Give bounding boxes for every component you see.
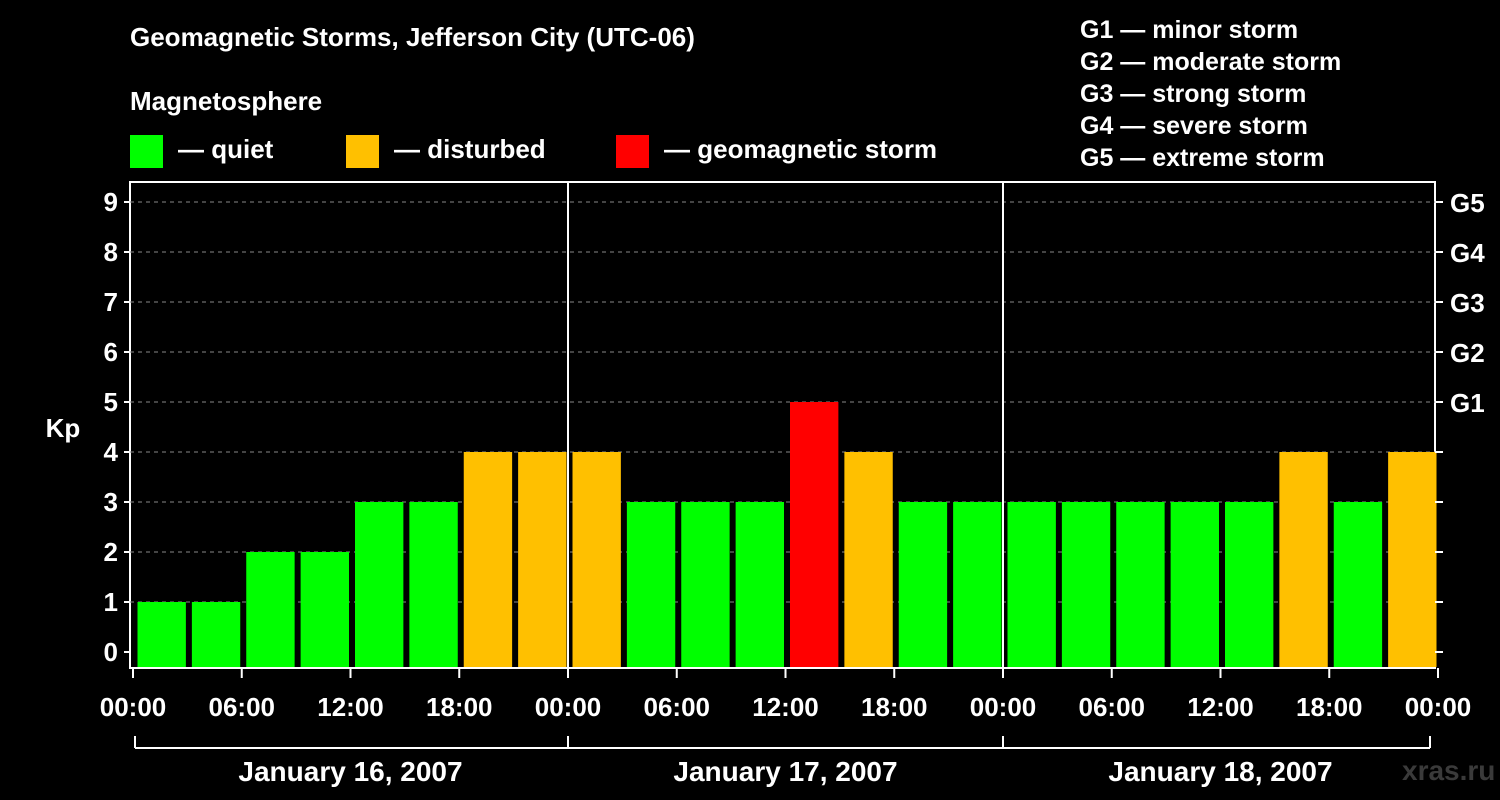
bar (1279, 452, 1328, 667)
x-tick-label: 00:00 (100, 692, 167, 722)
x-tick-label: 12:00 (752, 692, 819, 722)
x-tick-label: 00:00 (535, 692, 602, 722)
day-label: January 18, 2007 (1108, 756, 1332, 787)
bar (898, 502, 948, 667)
bar (409, 502, 458, 667)
y-tick-label: 4 (104, 437, 119, 467)
bar (137, 602, 186, 667)
bar (1388, 452, 1437, 667)
legend-swatch-quiet (130, 135, 163, 168)
x-tick-label: 12:00 (1187, 692, 1254, 722)
y-tick-label: 1 (104, 587, 118, 617)
day-label: January 17, 2007 (673, 756, 897, 787)
bar (1007, 502, 1056, 667)
x-tick-label: 00:00 (1405, 692, 1472, 722)
legend-label-disturbed: — disturbed (394, 134, 546, 164)
bar (572, 452, 621, 667)
bar (463, 452, 513, 667)
legend-label-quiet: — quiet (178, 134, 274, 164)
bar (681, 502, 730, 667)
y-tick-label: 6 (104, 337, 118, 367)
g-level-label: G1 (1450, 388, 1485, 418)
x-tick-label: 18:00 (1296, 692, 1363, 722)
y-tick-label: 9 (104, 187, 118, 217)
bar (735, 502, 784, 667)
storm-level-g3: G3 — strong storm (1080, 80, 1307, 108)
legend-label-storm: — geomagnetic storm (664, 134, 938, 164)
bar (300, 552, 349, 667)
x-tick-label: 18:00 (861, 692, 928, 722)
storm-level-g2: G2 — moderate storm (1080, 48, 1342, 76)
bar (191, 602, 241, 667)
bar (626, 502, 676, 667)
g-level-label: G3 (1450, 288, 1485, 318)
storm-level-g1: G1 — minor storm (1080, 16, 1299, 44)
storm-level-g5: G5 — extreme storm (1080, 144, 1325, 172)
g-level-label: G2 (1450, 338, 1485, 368)
bar (246, 552, 295, 667)
bar (953, 502, 1002, 667)
x-tick-label: 12:00 (317, 692, 384, 722)
y-tick-label: 3 (104, 487, 118, 517)
x-tick-label: 00:00 (970, 692, 1037, 722)
watermark: xras.ru (1402, 755, 1496, 786)
x-tick-label: 06:00 (1079, 692, 1146, 722)
bar (1116, 502, 1165, 667)
g-level-label: G4 (1450, 238, 1485, 268)
bar (1170, 502, 1219, 667)
bar (1333, 502, 1383, 667)
y-tick-label: 5 (104, 387, 118, 417)
bar (790, 402, 839, 667)
storm-level-g4: G4 — severe storm (1080, 112, 1308, 140)
y-tick-label: 8 (104, 237, 118, 267)
y-tick-label: 7 (104, 287, 118, 317)
y-axis-title: Kp (46, 413, 81, 443)
x-tick-label: 18:00 (426, 692, 493, 722)
x-tick-label: 06:00 (644, 692, 711, 722)
x-tick-label: 06:00 (209, 692, 276, 722)
bar (355, 502, 404, 667)
bar (844, 452, 893, 667)
g-level-label: G5 (1450, 188, 1485, 218)
chart-title: Geomagnetic Storms, Jefferson City (UTC-… (130, 22, 695, 52)
bar (1061, 502, 1111, 667)
y-tick-label: 0 (104, 637, 118, 667)
legend-title: Magnetosphere (130, 86, 323, 116)
y-tick-label: 2 (104, 537, 118, 567)
legend-swatch-storm (616, 135, 649, 168)
bar (1225, 502, 1274, 667)
bar (518, 452, 567, 667)
legend-swatch-disturbed (346, 135, 379, 168)
day-label: January 16, 2007 (238, 756, 462, 787)
plot-frame (129, 181, 1436, 669)
